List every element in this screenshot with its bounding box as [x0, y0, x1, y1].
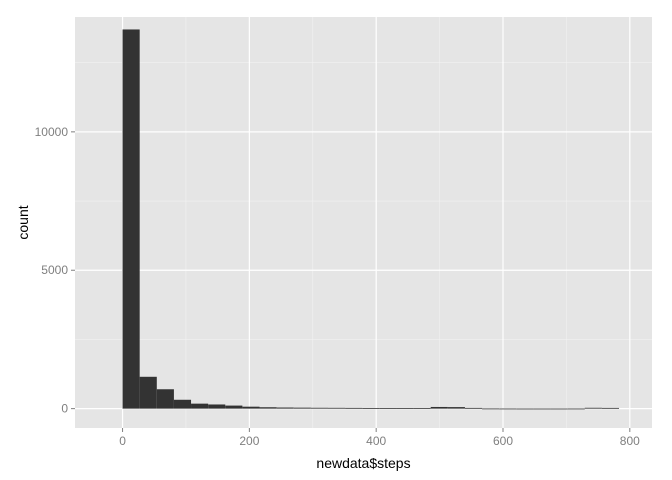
histogram-bar — [533, 408, 551, 410]
histogram-bar — [413, 408, 431, 409]
histogram-bar — [293, 407, 311, 409]
histogram-bar — [327, 407, 346, 409]
histogram-bars — [122, 29, 620, 410]
histogram-bar — [173, 399, 192, 409]
histogram-bar — [550, 408, 568, 410]
histogram-bar — [362, 408, 380, 409]
histogram-bar — [482, 408, 500, 410]
y-tick-label: 0 — [61, 402, 68, 416]
histogram-bar — [242, 406, 260, 409]
histogram-bar — [430, 406, 448, 409]
histogram-bar — [225, 405, 243, 409]
histogram-bar — [122, 29, 140, 409]
x-tick-label: 400 — [366, 434, 386, 448]
grid-minor-lines — [75, 17, 652, 428]
x-tick-label: 0 — [119, 434, 126, 448]
histogram-bar — [464, 407, 483, 409]
x-axis-ticks: 0 200 400 600 800 — [119, 428, 640, 448]
histogram-bar — [139, 376, 157, 409]
histogram-bar — [567, 408, 585, 410]
histogram-bar — [276, 407, 294, 409]
x-tick-label: 600 — [493, 434, 513, 448]
histogram-bar — [259, 407, 277, 409]
histogram-bar — [499, 408, 517, 410]
histogram-bar — [379, 408, 397, 409]
x-axis-title: newdata$steps — [316, 455, 410, 471]
histogram-bar — [601, 407, 620, 409]
y-tick-label: 5000 — [41, 263, 68, 277]
y-axis-title: count — [15, 205, 31, 239]
histogram-bar — [345, 407, 363, 409]
histogram-bar — [310, 407, 328, 409]
x-tick-label: 200 — [239, 434, 259, 448]
y-tick-label: 10000 — [35, 125, 69, 139]
histogram-bar — [516, 408, 534, 410]
histogram-bar — [156, 389, 174, 409]
histogram-bar — [396, 408, 414, 409]
y-axis-ticks: 0 5000 10000 — [35, 125, 75, 416]
histogram-bar — [191, 403, 209, 409]
histogram-bar — [584, 407, 602, 409]
histogram-bar — [208, 404, 226, 409]
histogram-bar — [447, 407, 465, 409]
x-tick-label: 800 — [620, 434, 640, 448]
plot-panel — [75, 17, 652, 428]
